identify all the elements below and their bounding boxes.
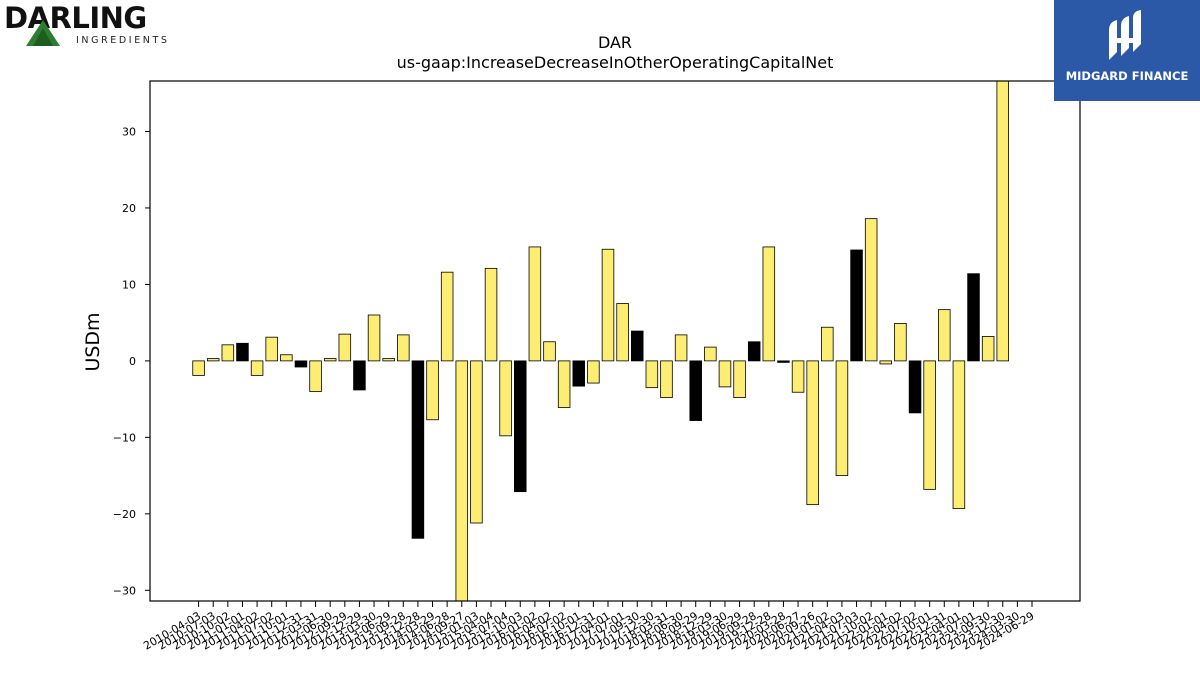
bar bbox=[616, 303, 629, 362]
chart-subtitle: us-gaap:IncreaseDecreaseInOtherOperating… bbox=[397, 53, 834, 72]
y-tick-label: 0 bbox=[129, 355, 136, 368]
bar bbox=[630, 330, 644, 362]
y-tick-label: 20 bbox=[122, 202, 136, 215]
bar bbox=[689, 360, 702, 421]
bar bbox=[747, 341, 761, 362]
bar bbox=[397, 334, 410, 362]
bar bbox=[864, 218, 878, 362]
bar bbox=[294, 360, 308, 368]
bar bbox=[192, 360, 205, 376]
darling-ingredients-logo: DARLING INGREDIENTS bbox=[4, 2, 174, 48]
chart-title: DAR bbox=[598, 33, 632, 52]
bar bbox=[353, 360, 366, 391]
bar bbox=[660, 360, 673, 398]
bar bbox=[821, 326, 834, 362]
midgard-finance-logo: MIDGARD FINANCE bbox=[1054, 0, 1200, 101]
bar bbox=[674, 334, 688, 362]
bar bbox=[718, 360, 732, 388]
bar bbox=[484, 267, 498, 362]
midgard-brand-text: MIDGARD FINANCE bbox=[1065, 69, 1189, 83]
bar bbox=[733, 360, 746, 398]
bar bbox=[250, 360, 264, 376]
bar bbox=[777, 360, 790, 363]
bar bbox=[996, 81, 1010, 362]
bar bbox=[572, 360, 585, 387]
y-tick-label: −30 bbox=[113, 584, 136, 597]
y-tick-label: 10 bbox=[122, 278, 136, 291]
bar bbox=[879, 360, 893, 365]
bar bbox=[455, 360, 469, 601]
bar bbox=[894, 323, 907, 362]
bar bbox=[557, 360, 571, 408]
bar bbox=[528, 246, 542, 362]
bar bbox=[981, 336, 995, 362]
bar bbox=[221, 344, 235, 362]
bar bbox=[280, 354, 293, 362]
bar bbox=[952, 360, 966, 509]
bar bbox=[206, 358, 220, 362]
bar bbox=[908, 360, 922, 414]
darling-subtitle: INGREDIENTS bbox=[76, 35, 170, 46]
bar bbox=[806, 360, 819, 506]
midgard-emblem-icon bbox=[1109, 10, 1141, 60]
y-tick-label: −10 bbox=[113, 431, 136, 444]
bar bbox=[923, 360, 936, 490]
bar bbox=[470, 360, 483, 524]
bar bbox=[426, 360, 439, 421]
plot-frame bbox=[149, 80, 1081, 602]
bar bbox=[309, 360, 322, 392]
bar bbox=[645, 360, 659, 389]
bar bbox=[791, 360, 805, 393]
bar bbox=[338, 333, 352, 362]
bar bbox=[601, 248, 615, 362]
bar bbox=[938, 309, 951, 362]
y-tick-label: 30 bbox=[122, 125, 136, 138]
bar bbox=[835, 360, 849, 476]
green-triangle-icon bbox=[26, 20, 60, 46]
bar bbox=[850, 249, 863, 362]
bar bbox=[762, 246, 776, 362]
y-axis-label: USDm bbox=[82, 312, 104, 371]
bar bbox=[323, 358, 337, 362]
bar bbox=[382, 358, 395, 362]
bar bbox=[411, 360, 425, 539]
darling-wordmark: DARLING bbox=[4, 1, 147, 35]
bar bbox=[236, 342, 249, 362]
bar bbox=[704, 346, 717, 362]
bar-series bbox=[192, 81, 1010, 601]
bar bbox=[499, 360, 512, 437]
bar bbox=[587, 360, 600, 384]
plot-area: −30−20−1001020302010-04-032010-07-032010… bbox=[113, 81, 1037, 653]
bar bbox=[440, 271, 454, 362]
bar bbox=[967, 273, 980, 362]
bar bbox=[543, 341, 556, 362]
bar bbox=[514, 360, 527, 493]
bar bbox=[367, 314, 381, 362]
bar bbox=[265, 336, 278, 362]
y-tick-label: −20 bbox=[113, 508, 136, 521]
